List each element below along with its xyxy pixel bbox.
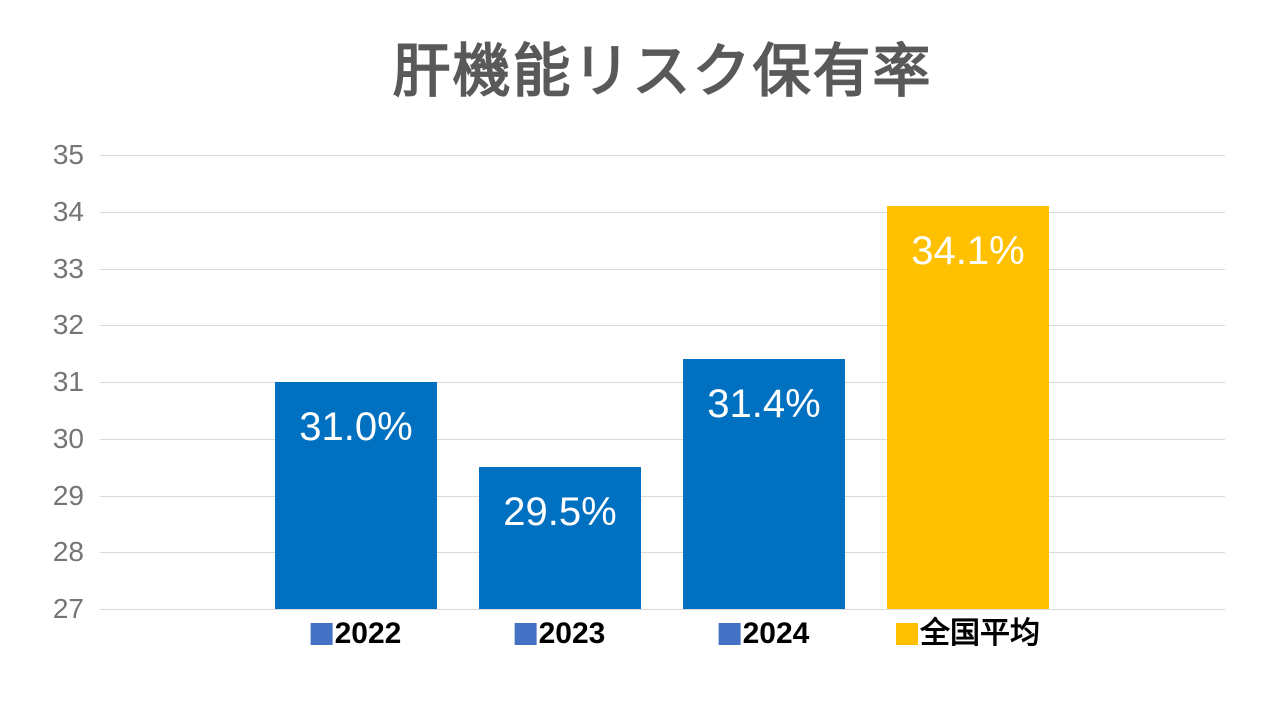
gridline: [100, 268, 1225, 270]
y-axis-tick-label: 34: [52, 195, 84, 227]
legend-item-label: 2022: [334, 617, 402, 650]
chart-title: 肝機能リスク保有率: [392, 39, 933, 104]
bar-value-label: 31.4%: [707, 382, 821, 427]
legend-marker-icon: [514, 623, 537, 645]
legend-item-label: 2023: [538, 617, 606, 650]
y-axis-tick-label: 28: [52, 536, 84, 568]
gridline: [100, 155, 1225, 156]
y-axis-tick-label: 27: [52, 593, 84, 624]
gridline: [100, 382, 1225, 383]
legend-item-全国平均: 全国平均: [896, 618, 1040, 650]
bar-value-label: 34.1%: [911, 229, 1025, 274]
y-axis-tick-label: 33: [52, 252, 84, 284]
y-axis-tick-label: 32: [52, 309, 84, 341]
bar-value-label: 31.0%: [299, 405, 413, 449]
y-axis-tick-label: 29: [52, 479, 84, 511]
legend-item-2023: 2023: [514, 617, 606, 650]
legend-item-2024: 2024: [718, 617, 810, 650]
legend-item-2022: 2022: [310, 617, 402, 650]
legend-marker-icon: [310, 623, 333, 645]
bar-全国平均: 34.1%: [887, 206, 1049, 609]
bar-value-label: 29.5%: [503, 490, 617, 535]
gridline: [100, 211, 1225, 213]
y-axis-tick-label: 30: [52, 422, 84, 454]
gridline: [100, 609, 1225, 610]
y-axis-tick-label: 31: [52, 366, 84, 397]
gridline: [100, 438, 1225, 440]
gridline: [100, 325, 1225, 327]
legend-item-label: 全国平均: [920, 617, 1040, 650]
bar-2024: 31.4%: [683, 359, 845, 609]
y-axis-tick-label: 35: [52, 139, 84, 170]
legend-marker-icon: [896, 623, 918, 645]
bar-2023: 29.5%: [479, 467, 641, 609]
legend-marker-icon: [718, 623, 741, 645]
gridline: [100, 495, 1225, 497]
gridline: [100, 552, 1225, 554]
bar-2022: 31.0%: [275, 382, 437, 609]
legend-item-label: 2024: [742, 617, 810, 650]
